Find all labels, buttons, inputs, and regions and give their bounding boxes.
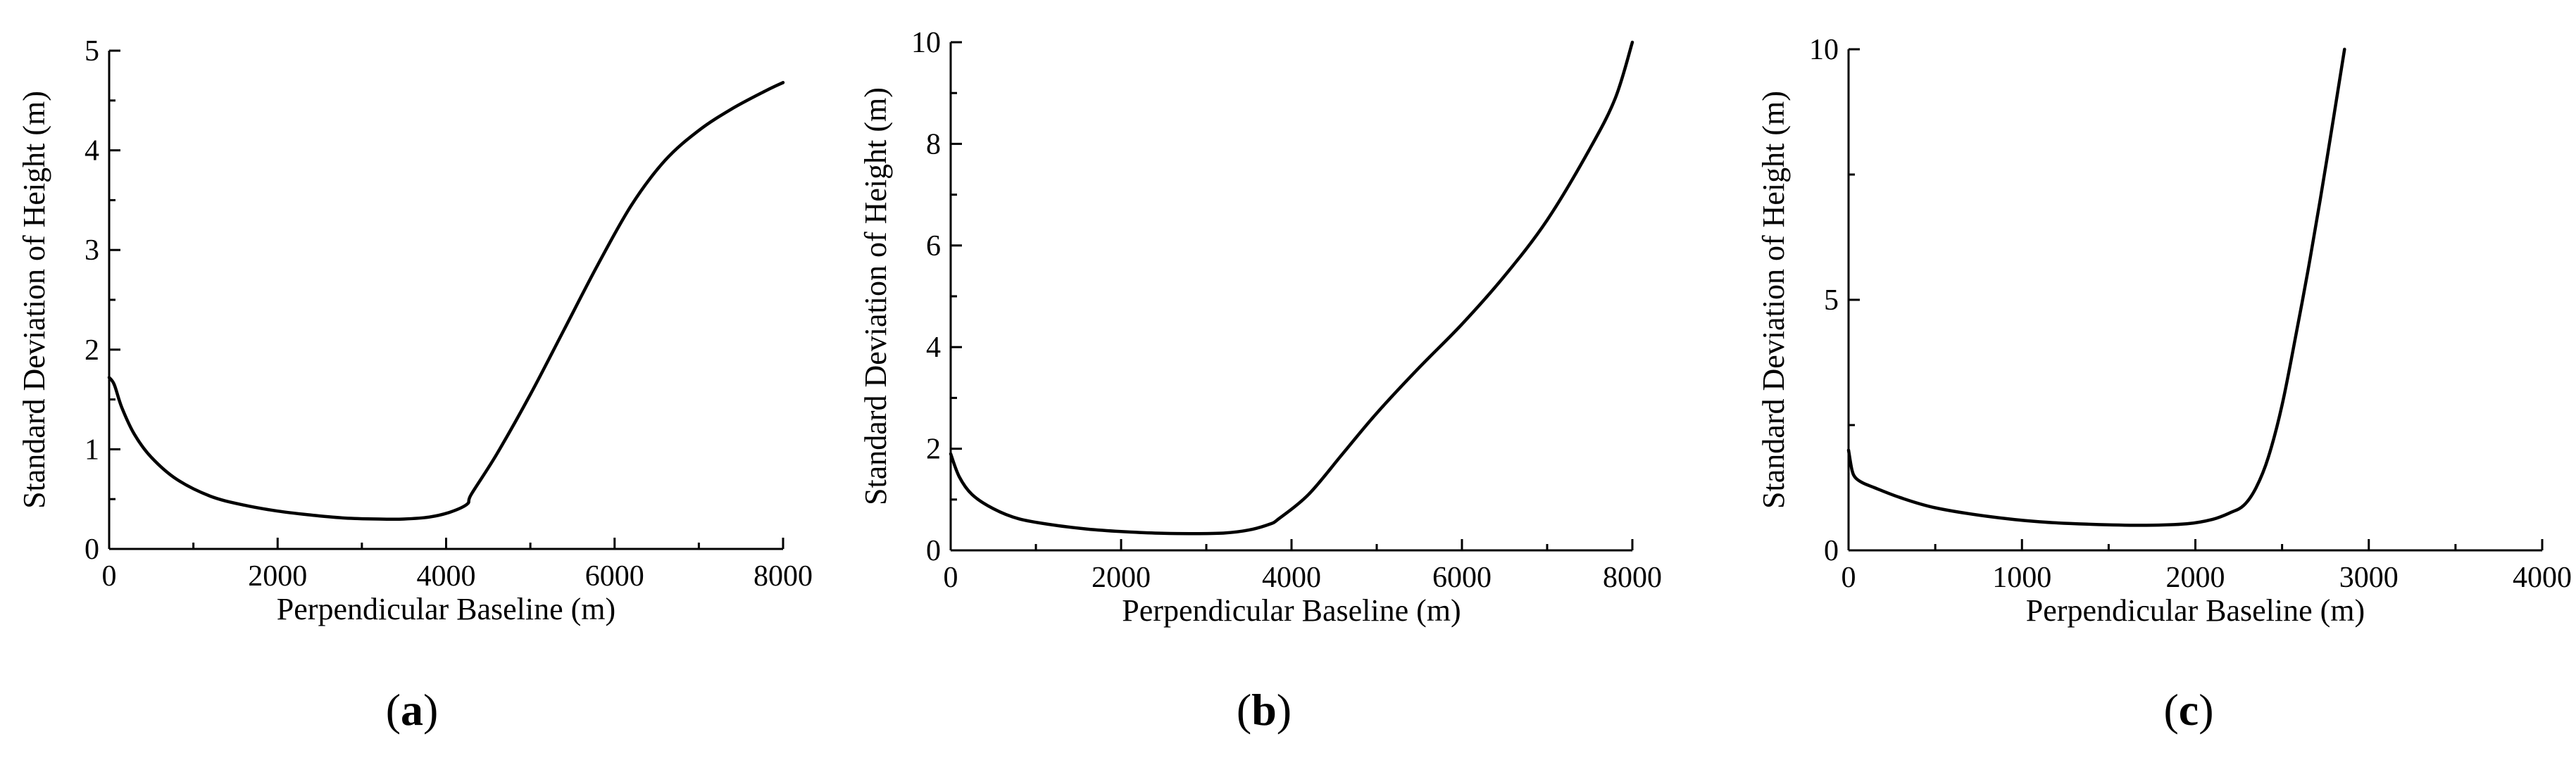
x-tick-label: 8000 [1603, 562, 1662, 594]
y-tick-label: 3 [85, 234, 99, 267]
panel-label: (c) [2163, 685, 2213, 735]
x-tick-label: 2000 [1092, 562, 1151, 594]
y-tick-label: 10 [1809, 34, 1839, 66]
panel-label-close: ) [423, 685, 438, 735]
y-tick-label: 0 [926, 535, 941, 567]
x-tick-label: 3000 [2339, 562, 2399, 594]
panel-label: (b) [1237, 685, 1292, 735]
x-tick-label: 6000 [1432, 562, 1492, 594]
x-tick-label: 2000 [248, 560, 307, 593]
x-tick-label: 2000 [2166, 562, 2225, 594]
panel-label-open: ( [386, 685, 401, 735]
x-axis-label: Perpendicular Baseline (m) [1122, 593, 1461, 628]
x-tick-label: 4000 [417, 560, 476, 593]
y-axis-label: Standard Deviation of Height (m) [17, 91, 51, 509]
y-axis-label: Standard Deviation of Height (m) [858, 87, 893, 505]
series-line [949, 40, 1634, 536]
x-tick-label: 6000 [585, 560, 644, 593]
x-tick-label: 1000 [1992, 562, 2051, 594]
y-tick-label: 0 [85, 533, 99, 566]
y-axis-label: Standard Deviation of Height (m) [1756, 91, 1791, 509]
panel-label: (a) [386, 685, 439, 735]
y-tick-label: 8 [926, 128, 941, 160]
x-tick-label: 4000 [1262, 562, 1321, 594]
panel-label-letter: c [2179, 685, 2199, 735]
x-tick-label: 8000 [754, 560, 813, 593]
panel-label-close: ) [1277, 685, 1292, 735]
chart-panel-b: 0 2000 4000 6000 8000 0 2 4 6 8 10 Perpendicular Ba… [858, 27, 1662, 735]
x-tick-label: 0 [1842, 562, 1856, 594]
chart-panel-c: 0 1000 2000 3000 4000 0 5 10 Perpendicular Basel… [1756, 34, 2572, 735]
y-tick-label: 4 [926, 331, 941, 364]
panel-label-letter: b [1251, 685, 1277, 735]
panel-label-letter: a [401, 685, 423, 735]
panel-label-open: ( [2163, 685, 2178, 735]
y-tick-label: 0 [1824, 535, 1839, 567]
y-tick-label: 5 [85, 35, 99, 68]
chart-panel-a: 0 2000 4000 6000 8000 0 1 2 3 4 5 Perpendicular Bas… [17, 35, 813, 735]
panel-label-open: ( [1237, 685, 1251, 735]
x-tick-label: 0 [944, 562, 958, 594]
y-tick-label: 1 [85, 434, 99, 466]
y-tick-label: 5 [1824, 284, 1839, 317]
panel-label-close: ) [2199, 685, 2213, 735]
series-line [1846, 47, 2346, 527]
x-tick-label: 4000 [2513, 562, 2572, 594]
y-tick-label: 6 [926, 230, 941, 263]
series-line [107, 81, 785, 521]
x-tick-label: 0 [102, 560, 117, 593]
y-tick-label: 4 [85, 135, 99, 167]
y-tick-label: 2 [85, 334, 99, 367]
y-tick-label: 2 [926, 434, 941, 466]
x-axis-label: Perpendicular Baseline (m) [2026, 593, 2365, 628]
x-axis-label: Perpendicular Baseline (m) [277, 592, 615, 626]
y-tick-label: 10 [911, 27, 941, 59]
